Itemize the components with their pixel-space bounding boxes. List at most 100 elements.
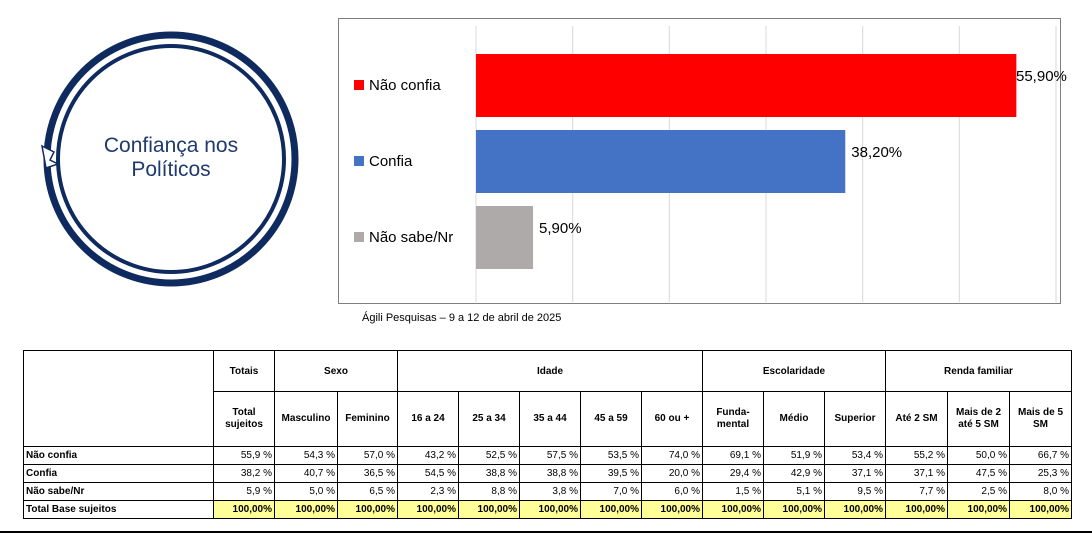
table-cell: 36,5 % (337, 464, 398, 483)
table-cell: 57,5 % (519, 446, 581, 465)
table-cell: 43,2 % (397, 446, 459, 465)
table-cell: 100,00% (763, 500, 825, 519)
subheader-8: Funda-mental (702, 391, 764, 447)
table-row: Não sabe/Nr 5,9 % 5,0 % 6,5 % 2,3 % 8,8 % 3,8 … (23, 482, 1072, 501)
table-body: Não confia 55,9 % 54,3 % 57,0 % 43,2 % 52,5 %… (23, 446, 1072, 519)
subheader-5: 35 a 44 (519, 391, 581, 447)
row-label: Confia (23, 464, 214, 483)
subheader-9: Médio (763, 391, 825, 447)
table-cell: 25,3 % (1009, 464, 1072, 483)
table-cell: 69,1 % (702, 446, 764, 465)
subheader-1: Masculino (274, 391, 338, 447)
table-cell: 100,00% (337, 500, 398, 519)
sub-header-row: Total sujeitos Masculino Feminino 16 a 24 25… (24, 391, 1072, 447)
table-cell: 40,7 % (274, 464, 338, 483)
subheader-12: Mais de 2 até 5 SM (947, 391, 1010, 447)
table-cell: 1,5 % (702, 482, 764, 501)
subheader-10: Superior (824, 391, 886, 447)
legend-label: Confia (369, 152, 413, 170)
table-cell: 38,8 % (458, 464, 520, 483)
bottom-rule (0, 531, 1092, 533)
table-cell: 7,7 % (885, 482, 948, 501)
legend-label: Não sabe/Nr (369, 228, 454, 246)
legend-swatch (354, 156, 364, 166)
title-circle-graphic (40, 31, 299, 287)
table-cell: 55,2 % (885, 446, 948, 465)
crosstab-table: Totais Sexo Idade Escolaridade Renda fam… (23, 350, 1072, 519)
header-idade: Idade (397, 350, 703, 392)
table-cell: 100,00% (274, 500, 338, 519)
subheader-2: Feminino (337, 391, 398, 447)
subheader-6: 45 a 59 (580, 391, 642, 447)
table-cell: 100,00% (580, 500, 642, 519)
table-cell: 37,1 % (885, 464, 948, 483)
row-label: Não confia (23, 446, 214, 465)
table-cell: 100,00% (458, 500, 520, 519)
table-cell: 2,5 % (947, 482, 1010, 501)
table-cell: 54,5 % (397, 464, 459, 483)
legend-item-1: Confia (354, 153, 412, 170)
legend-item-0: Não confia (354, 77, 441, 94)
legend-item-2: Não sabe/Nr (354, 229, 453, 246)
table-cell: 100,00% (824, 500, 886, 519)
table-corner-cell (23, 350, 214, 447)
header-sexo: Sexo (274, 350, 398, 392)
bar-value-label-1: 38,20% (851, 143, 903, 161)
subheader-0: Total sujeitos (213, 391, 275, 447)
source-note: Ágili Pesquisas – 9 a 12 de abril de 202… (362, 312, 562, 324)
subheader-3: 16 a 24 (397, 391, 459, 447)
table-cell: 3,8 % (519, 482, 581, 501)
subheader-4: 25 a 34 (458, 391, 520, 447)
table-cell: 55,9 % (213, 446, 275, 465)
table-cell: 29,4 % (702, 464, 764, 483)
header-escolaridade: Escolaridade (702, 350, 886, 392)
table-cell: 52,5 % (458, 446, 520, 465)
table-cell: 100,00% (213, 500, 275, 519)
table-cell: 39,5 % (580, 464, 642, 483)
table-cell: 100,00% (397, 500, 459, 519)
subheader-7: 60 ou + (641, 391, 703, 447)
table-cell: 57,0 % (337, 446, 398, 465)
bar-2 (476, 206, 534, 269)
bar-value-label-2: 5,90% (539, 219, 582, 237)
chart-frame (338, 18, 1061, 304)
table-row: Confia 38,2 % 40,7 % 36,5 % 54,5 % 38,8 % 38,8… (23, 464, 1072, 483)
table-cell: 5,0 % (274, 482, 338, 501)
table-cell: 7,0 % (580, 482, 642, 501)
table-cell: 5,1 % (763, 482, 825, 501)
table-cell: 6,5 % (337, 482, 398, 501)
header-totais: Totais (213, 350, 275, 392)
table-cell: 100,00% (519, 500, 581, 519)
chart-title: Confiança nos Políticos (60, 134, 282, 182)
table-cell: 66,7 % (1009, 446, 1072, 465)
bar-chart (475, 26, 1057, 302)
table-cell: 53,5 % (580, 446, 642, 465)
chart-title-line-2: Políticos (131, 158, 211, 181)
legend-swatch (354, 80, 364, 90)
bar-1 (476, 130, 846, 193)
table-cell: 47,5 % (947, 464, 1010, 483)
table-row: Total Base sujeitos 100,00% 100,00% 100,00%… (23, 500, 1072, 519)
table-cell: 53,4 % (824, 446, 886, 465)
table-cell: 51,9 % (763, 446, 825, 465)
table-cell: 20,0 % (641, 464, 703, 483)
subheader-13: Mais de 5 SM (1009, 391, 1072, 447)
table-cell: 8,0 % (1009, 482, 1072, 501)
row-label: Não sabe/Nr (23, 482, 214, 501)
chart-title-line-1: Confiança nos (103, 134, 239, 157)
table-cell: 2,3 % (397, 482, 459, 501)
table-cell: 8,8 % (458, 482, 520, 501)
table-cell: 38,8 % (519, 464, 581, 483)
table-cell: 100,00% (1009, 500, 1072, 519)
table-row: Não confia 55,9 % 54,3 % 57,0 % 43,2 % 52,5 %… (23, 446, 1072, 465)
table-cell: 54,3 % (274, 446, 338, 465)
table-cell: 9,5 % (824, 482, 886, 501)
table-cell: 38,2 % (213, 464, 275, 483)
bar-value-label-0: 55,90% (1016, 67, 1067, 85)
table-cell: 100,00% (702, 500, 764, 519)
table-cell: 100,00% (641, 500, 703, 519)
table-cell: 100,00% (885, 500, 948, 519)
bar-0 (476, 54, 1017, 117)
table-cell: 100,00% (947, 500, 1010, 519)
subheader-11: Até 2 SM (885, 391, 948, 447)
